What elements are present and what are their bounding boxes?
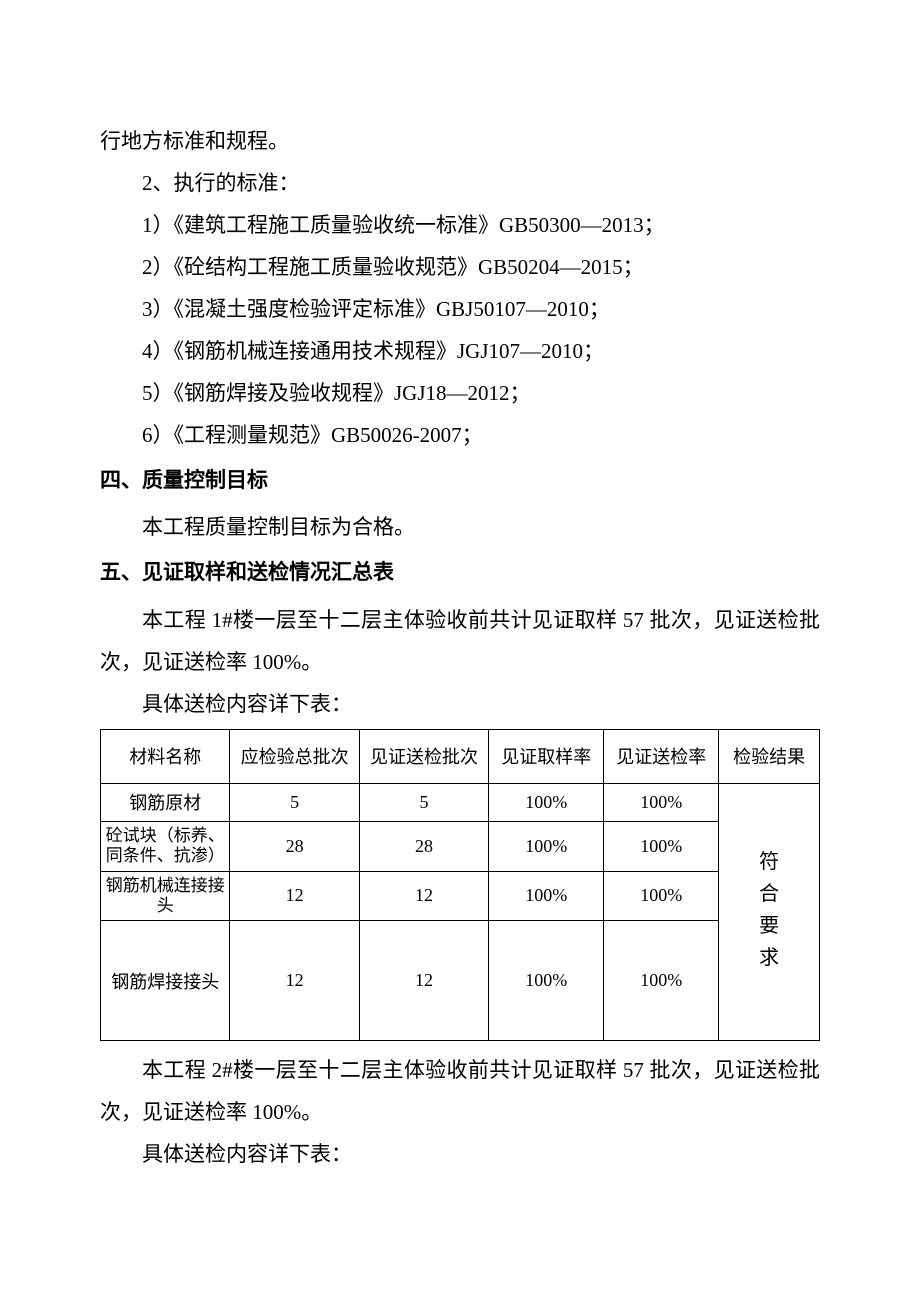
paragraph-continuation: 行地方标准和规程。 (100, 120, 820, 162)
section-heading-4: 四、质量控制目标 (100, 456, 820, 506)
header-material: 材料名称 (101, 729, 230, 783)
table-row: 砼试块（标养、同条件、抗渗） 28 28 100% 100% (101, 821, 820, 871)
cell-send-rate: 100% (604, 783, 719, 821)
paragraph-standard-5: 5）《钢筋焊接及验收规程》JGJ18—2012； (100, 372, 820, 414)
cell-material: 钢筋原材 (101, 783, 230, 821)
cell-send-rate: 100% (604, 871, 719, 921)
table-row: 钢筋焊接接头 12 12 100% 100% (101, 921, 820, 1041)
result-text: 符合要求 (759, 846, 779, 974)
paragraph-standard-4: 4）《钢筋机械连接通用技术规程》JGJ107—2010； (100, 330, 820, 372)
header-sample-rate: 见证取样率 (489, 729, 604, 783)
cell-sample-rate: 100% (489, 921, 604, 1041)
header-send-rate: 见证送检率 (604, 729, 719, 783)
section-heading-5: 五、见证取样和送检情况汇总表 (100, 548, 820, 598)
table-header-row: 材料名称 应检验总批次 见证送检批次 见证取样率 见证送检率 检验结果 (101, 729, 820, 783)
cell-material: 砼试块（标养、同条件、抗渗） (101, 821, 230, 871)
inspection-table-1: 材料名称 应检验总批次 见证送检批次 见证取样率 见证送检率 检验结果 钢筋原材… (100, 729, 820, 1042)
paragraph-standard-6: 6）《工程测量规范》GB50026-2007； (100, 414, 820, 456)
cell-sent: 12 (359, 921, 488, 1041)
header-result: 检验结果 (719, 729, 820, 783)
cell-send-rate: 100% (604, 921, 719, 1041)
paragraph-summary-1: 本工程 1#楼一层至十二层主体验收前共计见证取样 57 批次，见证送检批次，见证… (100, 599, 820, 683)
cell-sent: 12 (359, 871, 488, 921)
cell-sent: 5 (359, 783, 488, 821)
cell-total: 12 (230, 871, 359, 921)
cell-send-rate: 100% (604, 821, 719, 871)
paragraph-table-intro-2: 具体送检内容详下表： (100, 1133, 820, 1175)
paragraph-table-intro-1: 具体送检内容详下表： (100, 683, 820, 725)
cell-sample-rate: 100% (489, 871, 604, 921)
paragraph-item: 2、执行的标准： (100, 162, 820, 204)
cell-total: 28 (230, 821, 359, 871)
cell-sample-rate: 100% (489, 783, 604, 821)
cell-material: 钢筋机械连接接头 (101, 871, 230, 921)
paragraph-goal: 本工程质量控制目标为合格。 (100, 506, 820, 548)
table-row: 钢筋机械连接接头 12 12 100% 100% (101, 871, 820, 921)
paragraph-standard-1: 1）《建筑工程施工质量验收统一标准》GB50300—2013； (100, 204, 820, 246)
cell-total: 12 (230, 921, 359, 1041)
paragraph-standard-2: 2）《砼结构工程施工质量验收规范》GB50204—2015； (100, 246, 820, 288)
header-total: 应检验总批次 (230, 729, 359, 783)
cell-result-merged: 符合要求 (719, 783, 820, 1041)
paragraph-summary-2: 本工程 2#楼一层至十二层主体验收前共计见证取样 57 批次，见证送检批次，见证… (100, 1049, 820, 1133)
cell-total: 5 (230, 783, 359, 821)
table-row: 钢筋原材 5 5 100% 100% 符合要求 (101, 783, 820, 821)
paragraph-standard-3: 3）《混凝土强度检验评定标准》GBJ50107—2010； (100, 288, 820, 330)
header-sent: 见证送检批次 (359, 729, 488, 783)
cell-sent: 28 (359, 821, 488, 871)
cell-sample-rate: 100% (489, 821, 604, 871)
cell-material: 钢筋焊接接头 (101, 921, 230, 1041)
